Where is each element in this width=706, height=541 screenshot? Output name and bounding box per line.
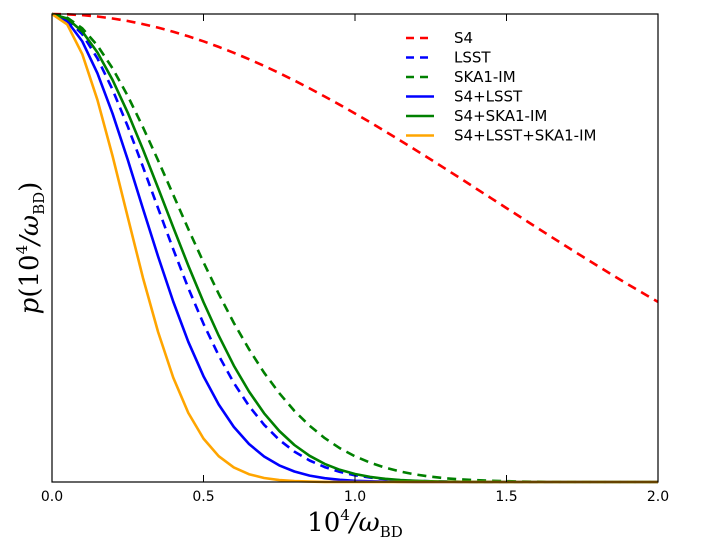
legend-label: S4+LSST bbox=[454, 88, 523, 106]
x-tick-label: 2.0 bbox=[647, 489, 669, 505]
legend-label: LSST bbox=[454, 49, 491, 67]
legend-label: S4+SKA1-IM bbox=[454, 107, 547, 125]
series-line-s4 bbox=[51, 12, 659, 304]
x-tick-label: 0.0 bbox=[41, 489, 63, 505]
legend-label: S4 bbox=[454, 29, 473, 47]
legend-label: S4+LSST+SKA1-IM bbox=[454, 127, 596, 145]
x-axis-label: 104/ωBD bbox=[307, 506, 403, 541]
x-tick-label: 0.5 bbox=[192, 489, 214, 505]
legend-label: SKA1-IM bbox=[454, 68, 516, 86]
x-tick-label: 1.0 bbox=[344, 489, 366, 505]
series-layer bbox=[51, 12, 659, 484]
tick-layer: 0.0 0.5 1.0 1.5 2.0 bbox=[41, 14, 669, 505]
x-tick-label: 1.5 bbox=[495, 489, 517, 505]
y-axis-label: p(104/ωBD) bbox=[13, 182, 48, 315]
